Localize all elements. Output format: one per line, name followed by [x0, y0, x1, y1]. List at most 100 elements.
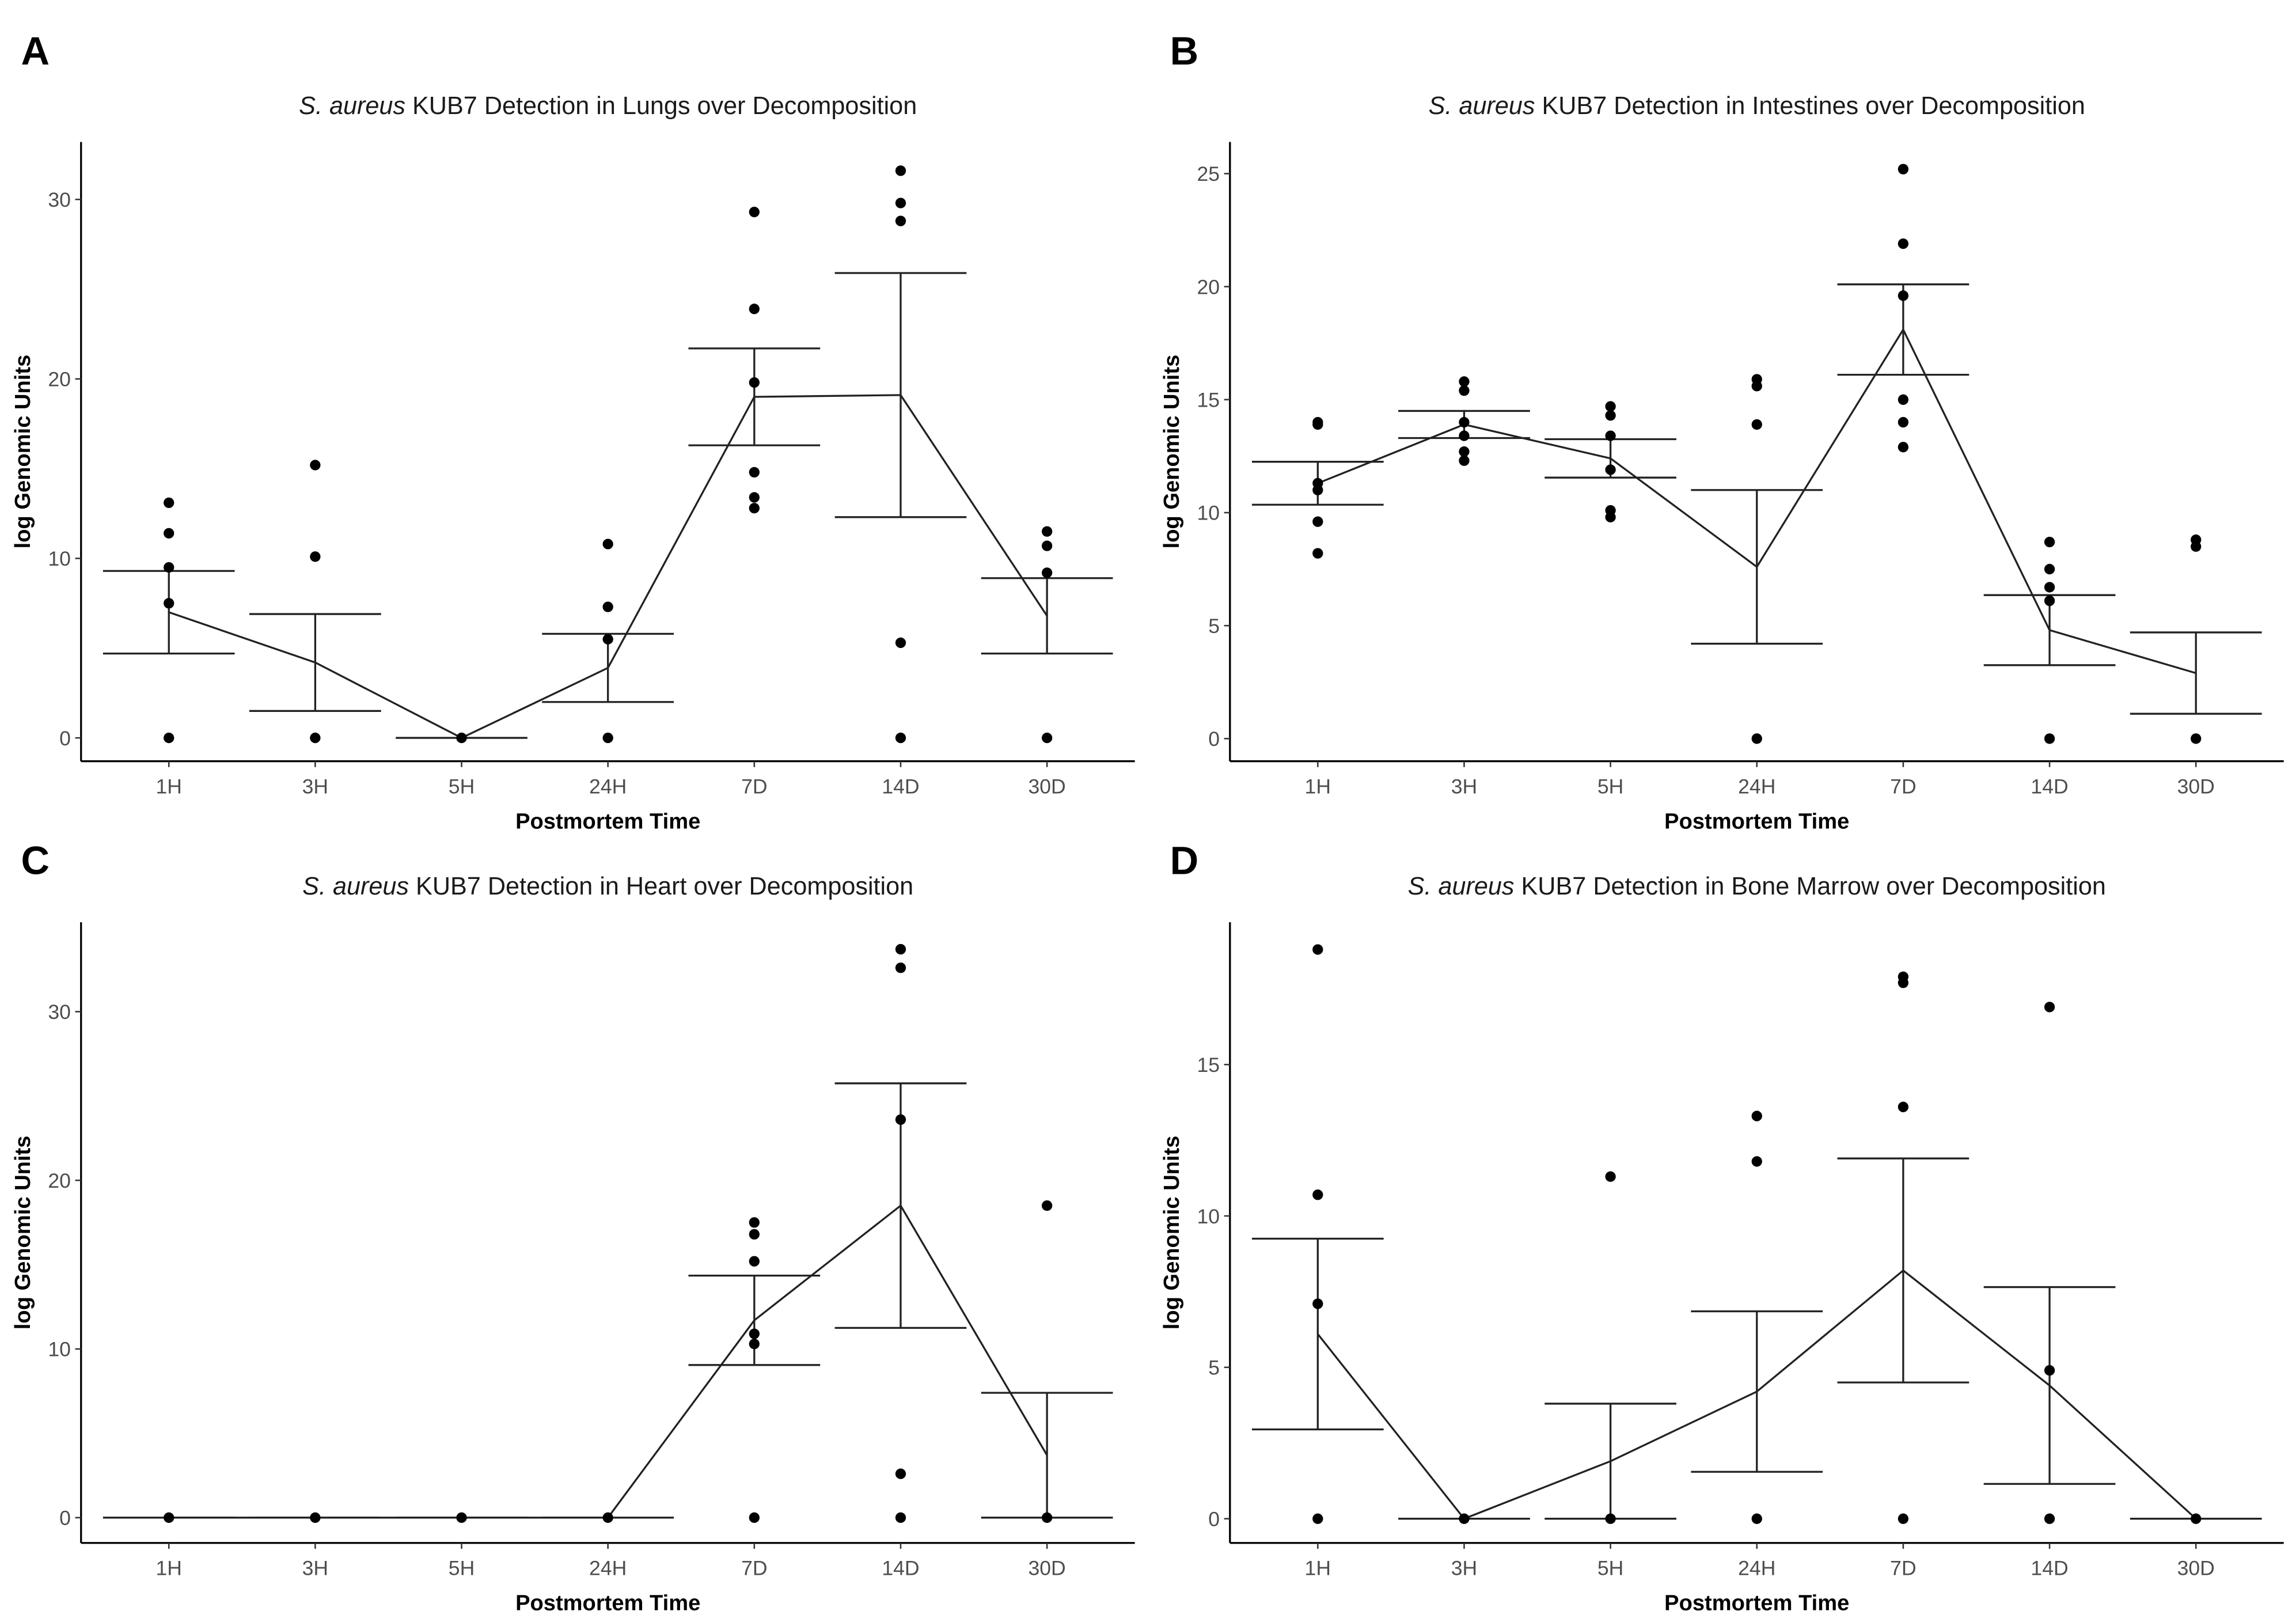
data-point [1312, 944, 1323, 955]
data-point [1459, 376, 1470, 387]
data-point [1605, 430, 1616, 441]
y-axis-label: log Genomic Units [1159, 1136, 1184, 1330]
data-point [310, 551, 321, 562]
data-point [895, 962, 906, 973]
data-point [1751, 1513, 1762, 1524]
data-point [1459, 1513, 1470, 1524]
y-tick-label: 20 [48, 1169, 71, 1192]
panel: D S. aureus KUB7 Detection in Bone Marrow… [1159, 838, 2284, 1616]
x-tick-label: 14D [882, 775, 919, 798]
data-point [456, 1512, 467, 1523]
data-point [1751, 1156, 1762, 1167]
data-point [749, 1328, 760, 1339]
data-point [895, 732, 906, 744]
y-tick-label: 15 [1197, 389, 1220, 412]
x-tick-label: 5H [1597, 775, 1623, 798]
x-tick-label: 30D [2177, 775, 2215, 798]
data-point [602, 539, 613, 549]
title-text: KUB7 Detection in Bone Marrow over Decom… [1521, 873, 2106, 900]
data-point [1751, 1111, 1762, 1121]
panel-label: A [21, 29, 50, 73]
data-point [1897, 416, 1909, 428]
data-point [895, 637, 906, 649]
data-point [1312, 1513, 1323, 1524]
title-text: KUB7 Detection in Lungs over Decompositi… [412, 92, 917, 120]
x-axis-label: Postmortem Time [1664, 1591, 1849, 1616]
data-point [1897, 977, 1909, 988]
data-point [895, 165, 906, 176]
data-point [1897, 1513, 1909, 1524]
data-point [1897, 442, 1909, 453]
x-axis-label: Postmortem Time [515, 1591, 700, 1616]
data-point [2044, 1002, 2055, 1013]
x-tick-label: 14D [2031, 1557, 2068, 1580]
y-tick-label: 0 [1208, 1507, 1220, 1530]
data-point [602, 634, 613, 645]
data-point [1312, 419, 1323, 430]
data-point [456, 732, 467, 744]
data-point [1605, 410, 1616, 421]
data-point [2044, 595, 2055, 607]
data-point [2044, 563, 2055, 575]
panel-label: C [21, 838, 50, 882]
data-point [1459, 385, 1470, 396]
data-point [749, 1217, 760, 1228]
data-point [1751, 419, 1762, 430]
y-tick-label: 5 [1208, 1356, 1220, 1380]
data-point [2044, 582, 2055, 593]
data-point [1041, 1200, 1053, 1211]
error-bar [2130, 631, 2262, 715]
x-tick-label: 5H [1597, 1557, 1623, 1580]
data-point [1312, 548, 1323, 559]
data-point [310, 460, 321, 471]
x-tick-label: 30D [1028, 1557, 1065, 1580]
data-point [310, 732, 321, 744]
data-point [749, 1229, 760, 1240]
data-point [2044, 536, 2055, 548]
data-point [164, 562, 174, 573]
data-point [1605, 1513, 1616, 1524]
error-bar [981, 1392, 1113, 1519]
x-tick-label: 7D [741, 775, 767, 798]
mean-line [169, 1204, 1048, 1519]
y-tick-label: 15 [1197, 1053, 1220, 1077]
y-tick-label: 10 [1197, 1205, 1220, 1228]
y-tick-label: 5 [1208, 615, 1220, 638]
data-point [895, 943, 906, 955]
y-tick-label: 20 [48, 368, 71, 391]
y-tick-label: 10 [48, 547, 71, 570]
x-tick-label: 24H [589, 775, 627, 798]
data-point [749, 492, 760, 503]
title-species: S. aureus [299, 92, 405, 120]
data-point [895, 1512, 906, 1523]
data-point [1751, 381, 1762, 392]
data-point [1605, 464, 1616, 475]
data-point [1041, 1512, 1053, 1523]
data-point [1605, 511, 1616, 522]
x-tick-label: 24H [589, 1557, 627, 1580]
data-point [602, 1512, 613, 1523]
x-tick-label: 5H [449, 775, 475, 798]
data-point [895, 198, 906, 209]
data-point [2044, 1365, 2055, 1376]
data-point [749, 377, 760, 388]
y-tick-label: 30 [48, 188, 71, 211]
chart-title: S. aureus KUB7 Detection in Bone Marrow … [1408, 873, 2106, 900]
x-tick-label: 30D [2177, 1557, 2215, 1580]
data-point [1897, 1101, 1909, 1112]
panel: C S. aureus KUB7 Detection in Heart over … [10, 838, 1135, 1616]
x-axis-label: Postmortem Time [515, 809, 700, 833]
x-tick-label: 14D [2031, 775, 2068, 798]
x-tick-label: 14D [882, 1557, 919, 1580]
x-tick-label: 1H [155, 775, 181, 798]
data-point [164, 528, 174, 539]
data-point [1897, 394, 1909, 405]
y-tick-label: 10 [1197, 502, 1220, 525]
panel-label: B [1170, 29, 1199, 73]
data-point [1041, 540, 1053, 551]
x-tick-label: 1H [1305, 1557, 1331, 1580]
data-point [895, 1468, 906, 1479]
x-tick-label: 1H [1305, 775, 1331, 798]
